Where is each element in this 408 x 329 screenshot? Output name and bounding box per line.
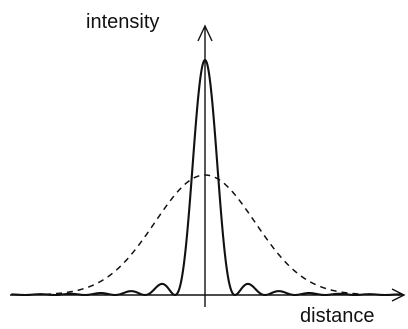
x-axis-label: distance [300, 305, 375, 327]
y-axis-arrowhead [197, 24, 213, 42]
solid-intensity-curve [10, 58, 402, 297]
dashed-intensity-curve [11, 174, 400, 296]
x-axis-arrowhead [391, 288, 406, 302]
y-axis-label: intensity [86, 11, 159, 33]
